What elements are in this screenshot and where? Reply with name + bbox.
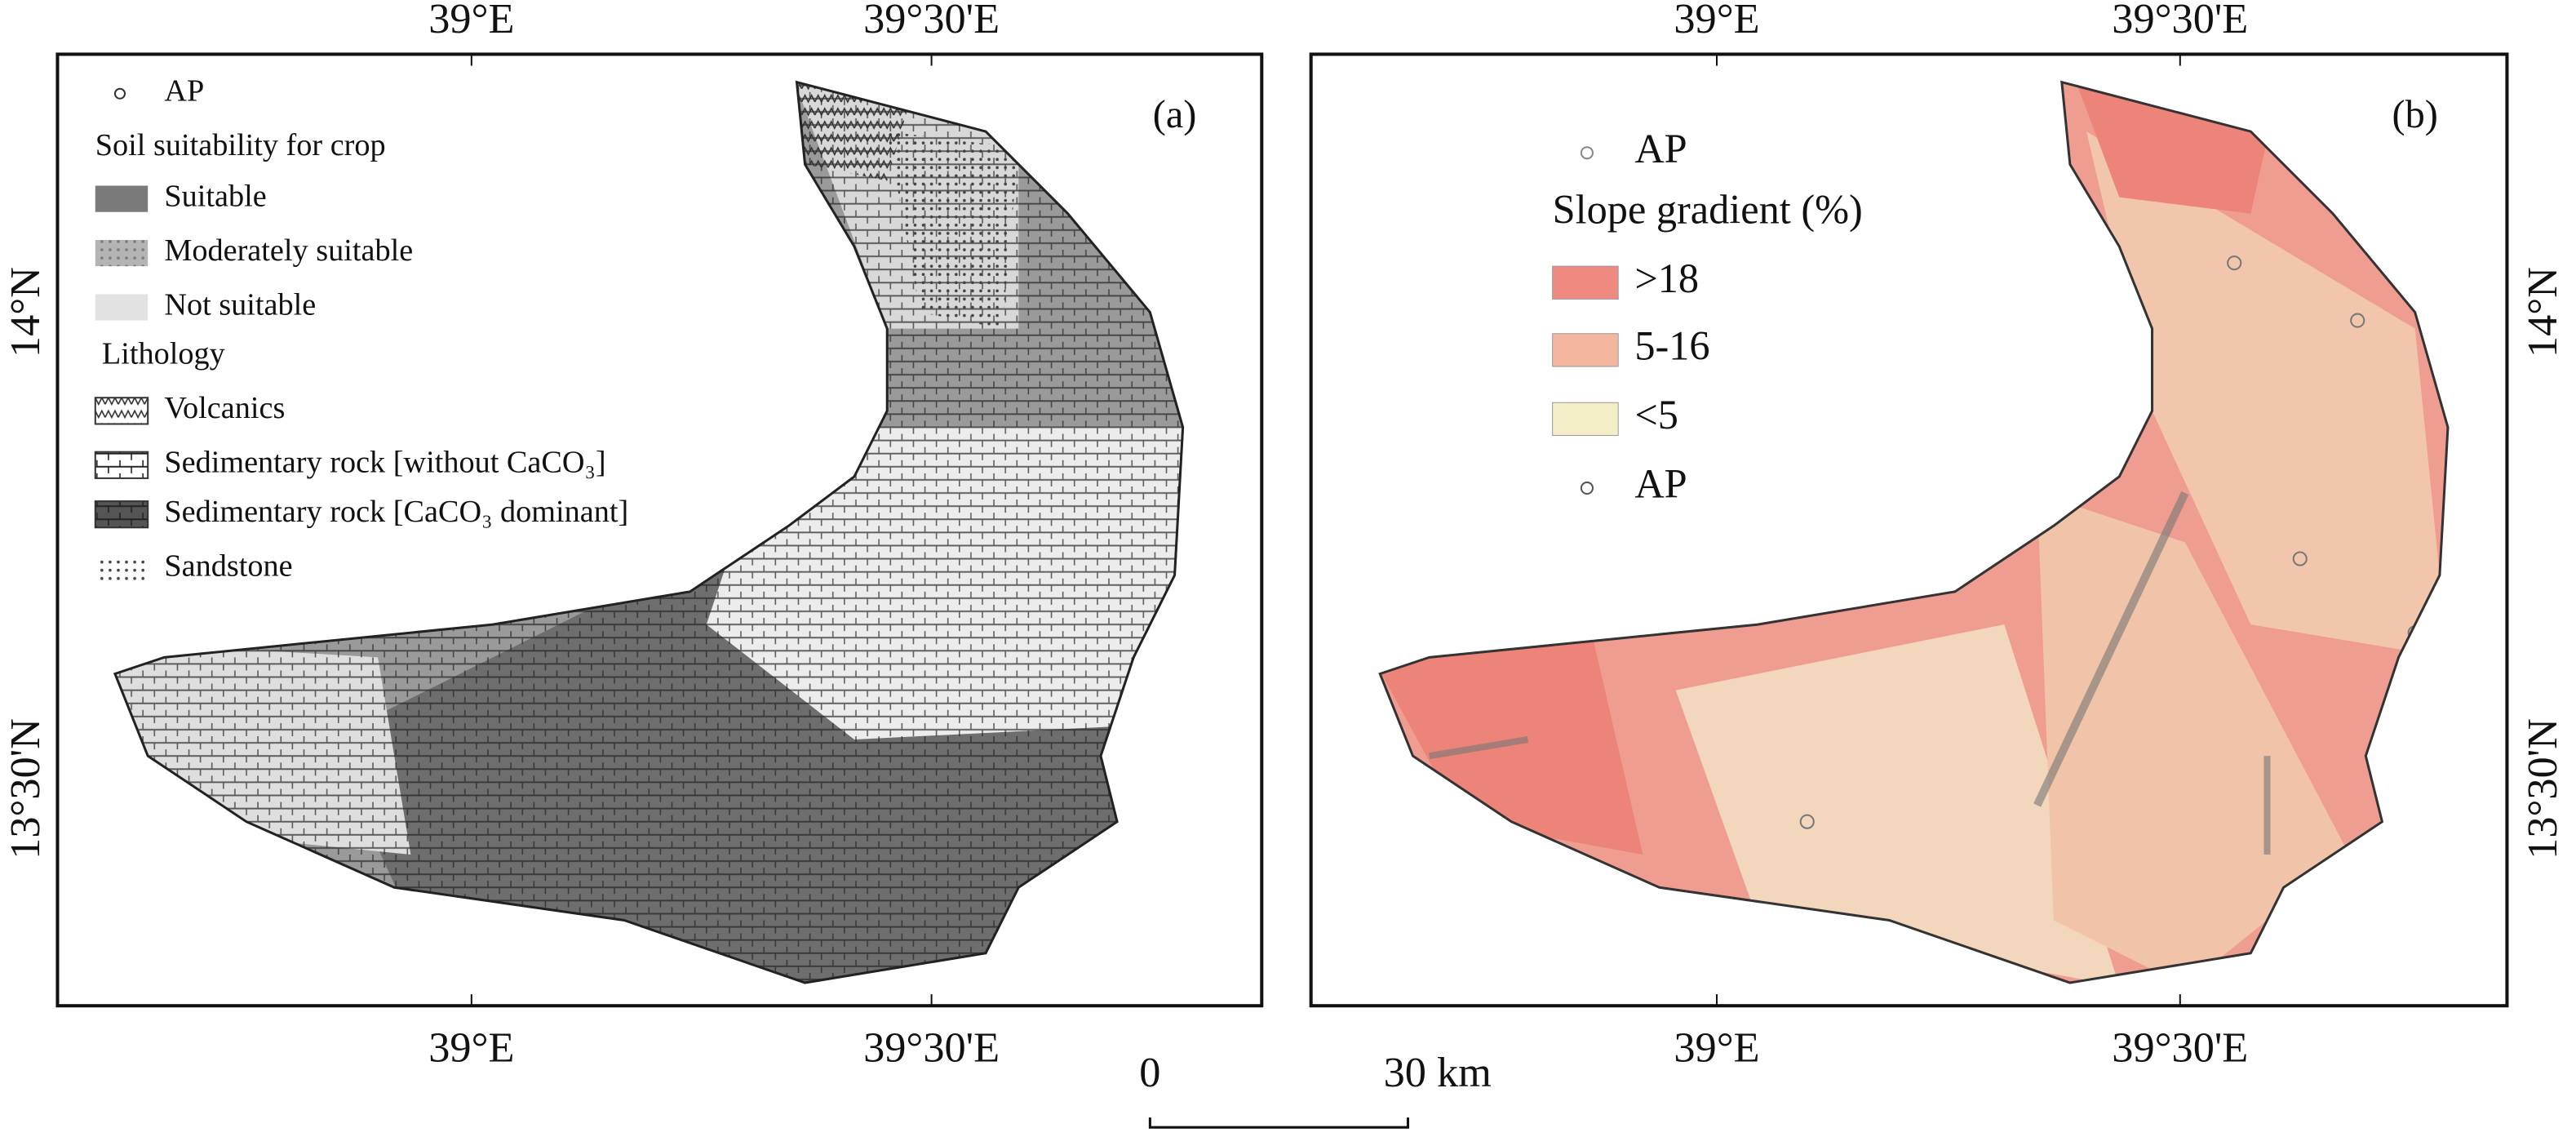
swatch [94, 451, 149, 479]
coord-label: 39°E [428, 0, 514, 42]
coord-label: 39°30'E [2112, 1024, 2248, 1072]
ap-symbol [1580, 481, 1594, 495]
panel-label: (b) [2392, 93, 2438, 136]
legend-text: Sedimentary rock [CaCO₃ dominant] [164, 495, 628, 529]
legend-text: Moderately suitable [164, 233, 413, 268]
scale-label: 0 [1139, 1049, 1160, 1096]
legend-text: Not suitable [164, 287, 316, 322]
coord-label: 39°E [1674, 1024, 1759, 1072]
legend-text: 5-16 [1634, 322, 1709, 368]
coord-label: 14°N [2519, 267, 2566, 358]
legend-text: Sandstone [164, 549, 292, 583]
legend-text: Sedimentary rock [without CaCO₃] [164, 446, 605, 480]
coord-label: 13°30'N [2519, 718, 2566, 859]
swatch [95, 185, 149, 212]
legend-text: >18 [1634, 255, 1699, 301]
swatch [95, 294, 149, 321]
legend-text: Volcanics [164, 391, 285, 425]
swatch [1552, 265, 1619, 300]
coord-label: 39°30'E [863, 0, 1000, 42]
legend-text: AP [1634, 126, 1687, 171]
legend-text: <5 [1634, 392, 1678, 437]
coord-label: 14°N [2, 267, 49, 358]
swatch [94, 397, 149, 425]
legend-title: Slope gradient (%) [1553, 186, 1863, 232]
legend-title: Soil suitability for crop [95, 128, 386, 162]
ap-symbol [1580, 146, 1594, 160]
ap-symbol [113, 87, 126, 100]
coord-label: 39°30'E [863, 1024, 1000, 1072]
coord-label: 39°30'E [2112, 0, 2248, 42]
swatch [1552, 402, 1619, 437]
legend-title: Lithology [102, 337, 225, 371]
coord-label: 39°E [428, 1024, 514, 1072]
coord-label: 39°E [1674, 0, 1759, 42]
scale-label: 30 km [1384, 1049, 1492, 1096]
coord-label: 13°30'N [2, 718, 49, 859]
swatch [1552, 333, 1619, 367]
panel-label: (a) [1153, 93, 1197, 136]
legend-text: AP [164, 74, 204, 109]
swatch [95, 555, 149, 582]
legend-text: AP [1634, 461, 1687, 507]
legend-text: Suitable [164, 179, 266, 213]
scale-bar [1148, 1117, 1409, 1129]
